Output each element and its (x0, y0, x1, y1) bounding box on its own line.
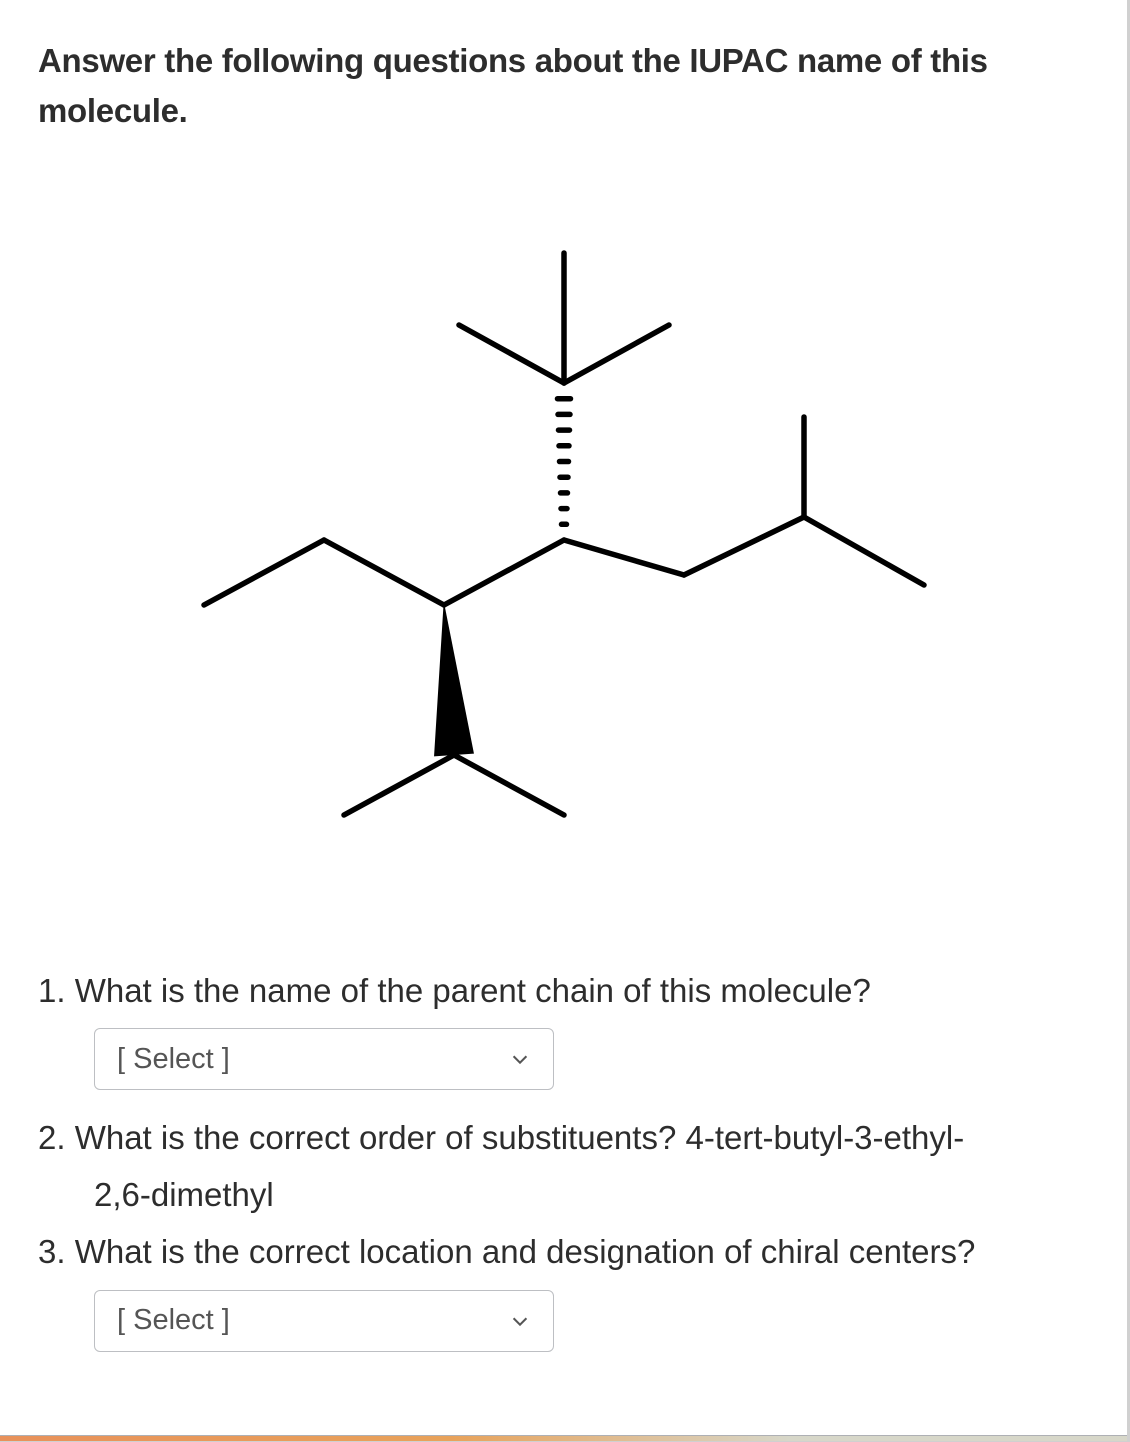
q1-text: What is the name of the parent chain of … (75, 972, 871, 1009)
q2-text: What is the correct order of substituent… (75, 1119, 965, 1156)
question-card: Answer the following questions about the… (0, 0, 1130, 1442)
question-1: 1. What is the name of the parent chain … (38, 965, 1089, 1016)
molecule-svg (114, 195, 1014, 875)
chevron-down-icon (509, 1310, 531, 1332)
molecule-figure (38, 195, 1089, 875)
q2-number: 2. (38, 1119, 66, 1156)
q1-number: 1. (38, 972, 66, 1009)
q3-number: 3. (38, 1233, 66, 1270)
q3-select[interactable]: [ Select ] (94, 1290, 554, 1352)
q3-text: What is the correct location and designa… (75, 1233, 976, 1270)
question-3: 3. What is the correct location and desi… (38, 1226, 1089, 1277)
questions-block: 1. What is the name of the parent chain … (38, 965, 1089, 1352)
q2-text-line2: 2,6-dimethyl (38, 1169, 1089, 1220)
bottom-accent-bar (0, 1435, 1127, 1441)
q1-select[interactable]: [ Select ] (94, 1028, 554, 1090)
q3-select-value: [ Select ] (117, 1298, 230, 1343)
q1-select-value: [ Select ] (117, 1037, 230, 1082)
prompt-heading: Answer the following questions about the… (38, 36, 1089, 135)
chevron-down-icon (509, 1048, 531, 1070)
question-2: 2. What is the correct order of substitu… (38, 1112, 1089, 1163)
